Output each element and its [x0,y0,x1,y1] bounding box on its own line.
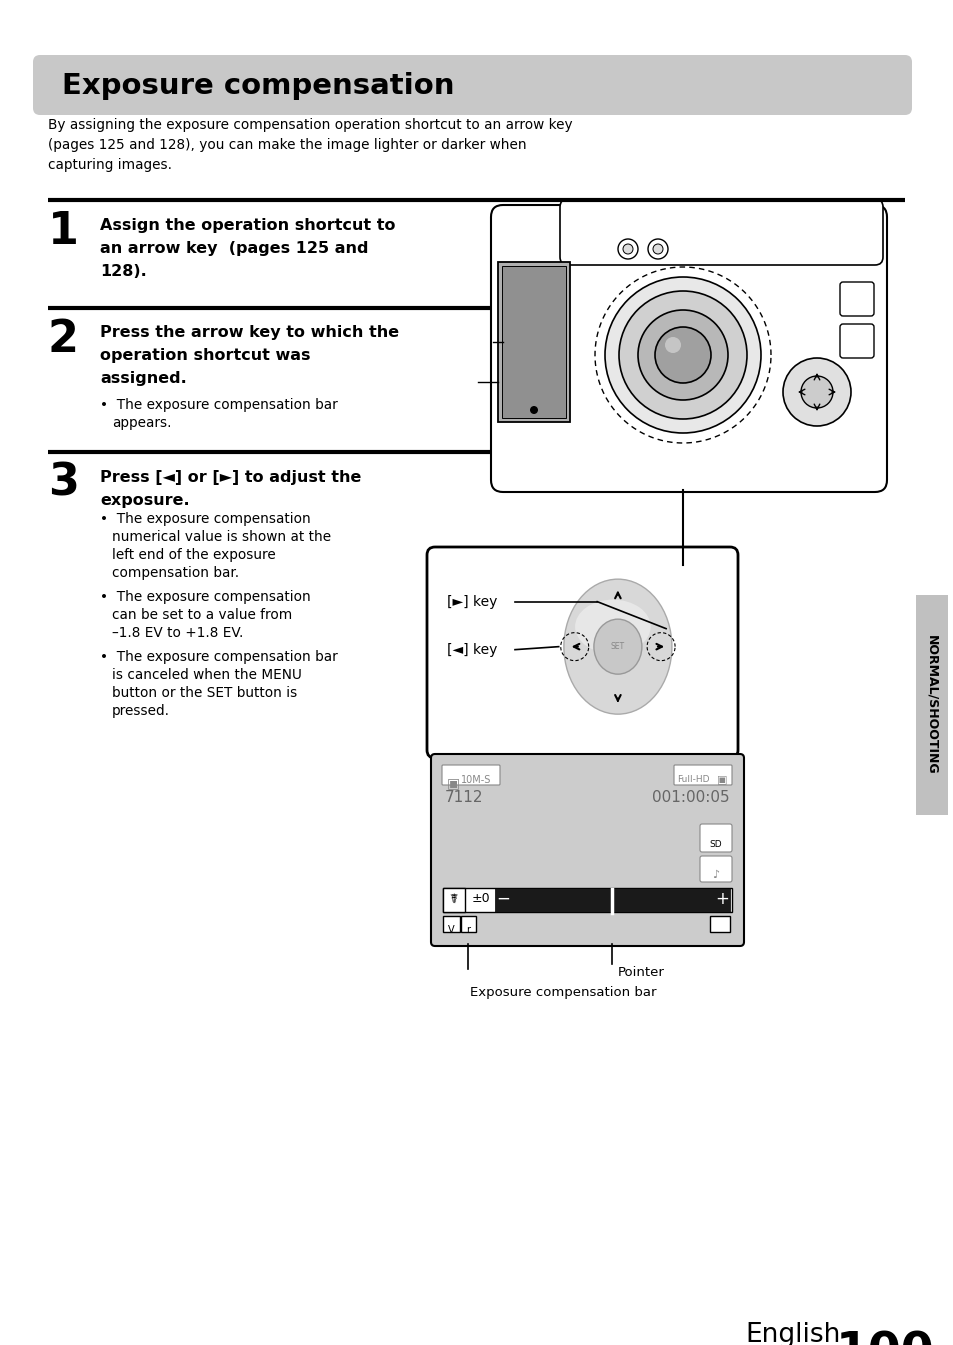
Text: V: V [448,925,455,935]
Circle shape [664,338,680,352]
Text: ♪: ♪ [712,870,719,880]
Text: ▣: ▣ [717,775,727,785]
Text: −: − [496,890,510,908]
Text: [◄] key: [◄] key [447,643,497,656]
Text: [►] key: [►] key [447,594,497,609]
Text: •  The exposure compensation: • The exposure compensation [100,590,311,604]
FancyBboxPatch shape [427,547,738,759]
Text: 2: 2 [48,317,79,360]
Text: r: r [465,925,470,935]
Bar [442,916,459,932]
Text: •  The exposure compensation bar: • The exposure compensation bar [100,650,337,664]
FancyBboxPatch shape [673,765,731,785]
Text: By assigning the exposure compensation operation shortcut to an arrow key
(pages: By assigning the exposure compensation o… [48,118,572,172]
Text: English: English [744,1322,840,1345]
Ellipse shape [563,580,671,714]
Text: NORMAL/SHOOTING: NORMAL/SHOOTING [924,635,938,775]
Circle shape [530,406,537,414]
FancyBboxPatch shape [559,199,882,265]
Text: SD: SD [709,841,721,849]
Text: Pointer: Pointer [617,966,663,979]
Text: pressed.: pressed. [112,703,170,718]
Text: Exposure compensation: Exposure compensation [62,71,454,100]
Bar [497,262,569,422]
Text: 100: 100 [835,1330,934,1345]
Bar [442,888,731,912]
Circle shape [801,377,832,408]
Bar [442,888,464,912]
Text: numerical value is shown at the: numerical value is shown at the [112,530,331,543]
Text: 10M-S: 10M-S [460,775,491,785]
Circle shape [782,358,850,426]
Text: compensation bar.: compensation bar. [112,566,239,580]
Circle shape [604,277,760,433]
Text: Assign the operation shortcut to
an arrow key  (pages 125 and
128).: Assign the operation shortcut to an arro… [100,218,395,278]
Text: left end of the exposure: left end of the exposure [112,547,275,562]
Text: •  The exposure compensation bar: • The exposure compensation bar [100,398,337,412]
Text: Press the arrow key to which the
operation shortcut was
assigned.: Press the arrow key to which the operati… [100,325,398,386]
Text: button or the SET button is: button or the SET button is [112,686,297,699]
Bar [495,888,729,912]
Text: ☤: ☤ [450,893,457,905]
Text: can be set to a value from: can be set to a value from [112,608,292,621]
Text: •  The exposure compensation: • The exposure compensation [100,512,311,526]
Text: 1: 1 [48,210,79,253]
Text: 7112: 7112 [444,790,483,806]
Text: Exposure compensation bar: Exposure compensation bar [470,986,656,999]
Ellipse shape [575,600,650,654]
Ellipse shape [594,619,641,674]
FancyBboxPatch shape [491,204,886,492]
Text: is canceled when the MENU: is canceled when the MENU [112,668,301,682]
Bar [460,916,476,932]
Text: +: + [715,890,728,908]
Circle shape [652,243,662,254]
Circle shape [647,239,667,260]
Circle shape [638,309,727,399]
Circle shape [618,239,638,260]
FancyBboxPatch shape [441,765,499,785]
Text: Press [◄] or [►] to adjust the
exposure.: Press [◄] or [►] to adjust the exposure. [100,469,361,508]
Text: ▣: ▣ [447,776,459,790]
FancyBboxPatch shape [700,824,731,851]
Text: Full-HD: Full-HD [677,775,709,784]
Text: ±0: ±0 [471,893,490,905]
Circle shape [655,327,710,383]
Text: SET: SET [610,642,624,651]
Text: –1.8 EV to +1.8 EV.: –1.8 EV to +1.8 EV. [112,625,243,640]
FancyBboxPatch shape [840,324,873,358]
Bar [501,266,565,418]
Bar [709,916,729,932]
Circle shape [618,291,746,420]
Text: 3: 3 [48,461,79,504]
FancyBboxPatch shape [840,282,873,316]
FancyBboxPatch shape [700,855,731,882]
Text: 001:00:05: 001:00:05 [652,790,729,806]
Bar [915,594,947,815]
FancyBboxPatch shape [431,755,743,946]
Circle shape [622,243,633,254]
FancyBboxPatch shape [33,55,911,116]
Text: appears.: appears. [112,416,172,430]
